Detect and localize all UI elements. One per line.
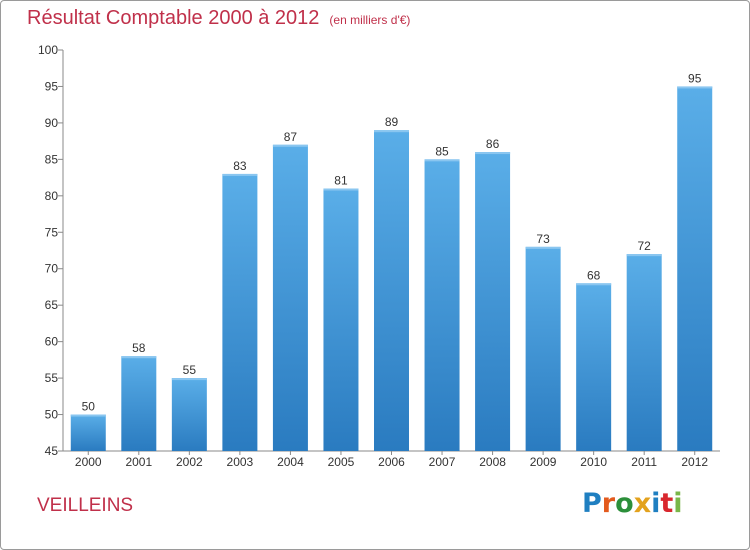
bar-2002 [171, 378, 207, 451]
data-label: 83 [233, 159, 247, 173]
y-tick-label: 50 [45, 408, 59, 422]
x-tick-label: 2000 [75, 455, 102, 469]
chart-title: Résultat Comptable 2000 à 2012 (en millie… [27, 7, 410, 30]
logo-letter: i [651, 488, 661, 519]
chart-axes: 45 50 55 60 65 70 75 80 85 90 95 100 [38, 43, 720, 458]
bar-highlight [323, 188, 359, 191]
x-tick-label: 2002 [176, 455, 203, 469]
y-tick-label: 70 [45, 262, 59, 276]
bar-highlight [525, 246, 561, 249]
bar-2006 [374, 130, 409, 451]
bar-2008 [475, 152, 511, 451]
data-label: 73 [536, 232, 550, 246]
proxiti-logo: Proxiti [582, 488, 683, 519]
data-label: 55 [183, 363, 197, 377]
bar-2011 [626, 254, 662, 451]
chart-title-text: Résultat Comptable 2000 à 2012 [27, 7, 320, 29]
data-label: 81 [334, 174, 348, 188]
data-label: 58 [132, 341, 146, 355]
data-label: 68 [587, 268, 601, 282]
logo-letter: t [660, 488, 674, 519]
bar-2005 [323, 188, 359, 451]
bar-highlight [222, 173, 258, 176]
logo-letter: r [601, 488, 616, 519]
y-tick-label: 100 [38, 43, 58, 57]
bar-highlight [626, 254, 662, 257]
bar-2003 [222, 173, 258, 452]
data-label: 50 [82, 400, 96, 414]
bar-highlight [121, 356, 157, 359]
x-tick-label: 2008 [479, 455, 506, 469]
y-tick-label: 95 [45, 79, 59, 93]
y-tick-label: 55 [45, 371, 59, 385]
data-label: 89 [385, 115, 399, 129]
bar-2010 [576, 283, 612, 451]
bar-highlight [70, 414, 106, 417]
x-tick-label: 2009 [530, 455, 557, 469]
data-label: 95 [688, 71, 702, 85]
y-tick-label: 80 [45, 189, 59, 203]
bar-2007 [424, 159, 460, 451]
y-tick-label: 75 [45, 225, 59, 239]
bar-2009 [525, 246, 561, 451]
bar-highlight [171, 378, 207, 381]
logo-letter: o [615, 488, 634, 519]
x-tick-label: 2012 [681, 455, 708, 469]
x-tick-label: 2003 [227, 455, 254, 469]
x-tick-label: 2007 [429, 455, 456, 469]
x-tick-label: 2005 [328, 455, 355, 469]
bar-highlight [374, 130, 409, 133]
bar-2004 [272, 144, 308, 452]
chart-subtitle: (en milliers d'€) [329, 13, 411, 27]
data-label: 87 [284, 130, 298, 144]
x-tick-label: 2010 [580, 455, 607, 469]
x-tick-label: 2011 [631, 455, 657, 469]
logo-letter: i [673, 488, 683, 519]
logo-letter: x [633, 488, 652, 519]
logo-letter: P [582, 488, 602, 519]
bar-highlight [424, 159, 460, 162]
bar-highlight [475, 152, 511, 155]
chart-data-labels: 2000 50 2001 58 2002 55 2003 83 2004 87 2005 81 2006… [75, 71, 708, 469]
y-tick-label: 85 [45, 152, 59, 166]
bar-highlight [677, 86, 713, 89]
data-label: 85 [435, 144, 449, 158]
x-tick-label: 2006 [378, 455, 405, 469]
bar-2000 [70, 414, 106, 451]
y-tick-label: 90 [45, 116, 59, 130]
chart-bars [70, 86, 713, 452]
data-label: 72 [638, 239, 652, 253]
y-tick-label: 65 [45, 298, 59, 312]
data-label: 86 [486, 137, 500, 151]
bar-highlight [272, 144, 308, 147]
bar-2012 [677, 86, 713, 452]
x-tick-label: 2004 [277, 455, 304, 469]
bar-2001 [121, 356, 157, 451]
y-tick-label: 60 [45, 335, 59, 349]
commune-name: VEILLEINS [37, 495, 134, 516]
x-tick-label: 2001 [125, 455, 152, 469]
y-tick-label: 45 [45, 444, 59, 458]
bar-highlight [576, 283, 612, 286]
